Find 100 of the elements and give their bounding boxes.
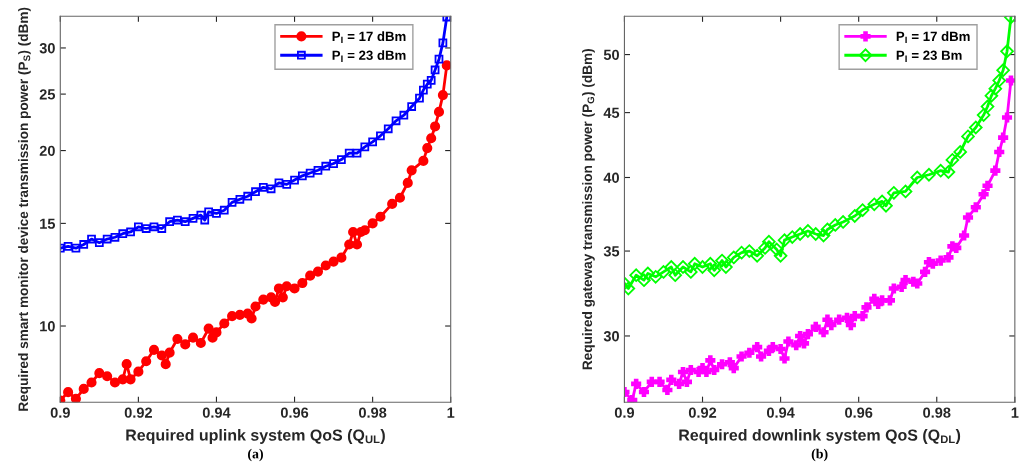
x-tick-label: 0.98 [923,407,951,418]
point [165,217,174,227]
point [134,222,143,232]
point [879,198,893,213]
point [750,248,764,263]
point [1000,44,1014,59]
point [816,228,831,243]
point [399,110,409,120]
x-tick-label: 0.92 [124,407,152,418]
point [110,232,120,242]
point [290,175,299,185]
y-tick-label: 15 [40,218,56,229]
y-tick-label: 10 [40,321,55,332]
y-tick-label: 20 [39,145,55,157]
point [820,222,835,237]
point [773,248,788,263]
point [648,270,663,284]
point [313,165,323,175]
y-tick-label: 45 [603,107,620,119]
point [266,184,276,194]
point [707,263,722,278]
x-axis-title: Required downlink system QoS (Q$_{DL}$) [679,429,961,444]
point [352,148,362,158]
point [953,145,967,159]
point [980,99,995,114]
point [664,260,679,274]
point [637,273,651,287]
point [63,241,73,251]
point [376,131,385,141]
point [836,215,850,229]
point [383,124,393,134]
point [212,209,221,218]
point [641,266,655,281]
y-tick-label: 40 [603,172,619,183]
point [668,268,682,282]
x-axis-title: Required uplink system QoS (Q$_{UL}$) [126,429,385,444]
point [157,224,167,233]
x-tick-label: 0.92 [688,407,717,418]
point [875,194,889,209]
point [808,227,823,241]
point [434,54,444,64]
point [235,194,245,204]
point [922,167,936,182]
point [777,233,792,247]
point [337,155,346,164]
point [742,244,757,258]
y-tick-label: 30 [39,43,55,54]
point [715,253,729,268]
point [719,260,733,274]
point [734,245,749,260]
point [251,187,260,197]
point [847,209,862,223]
x-tick-label: 0.9 [614,407,635,418]
point [996,63,1010,78]
legend-label: P$_{I}$ = 23 Bm [896,50,962,62]
point [769,242,784,257]
point [415,93,424,103]
point [793,227,807,241]
point [149,222,159,232]
point [71,243,81,253]
point [758,241,772,255]
point [329,159,338,168]
point [180,217,190,227]
y-tick-label: 30 [603,331,619,342]
point [762,234,776,249]
point [898,184,913,199]
text: (a) [248,448,263,462]
point [297,171,307,181]
point [173,215,182,225]
y-tick-label: 25 [39,89,56,100]
point [976,108,991,122]
point [305,168,315,178]
point [430,65,440,75]
legend-label: P$_{I}$ = 23 dBm [332,50,406,62]
point [102,234,112,244]
point [867,197,882,212]
point [629,268,643,282]
x-tick-label: 0.96 [845,407,873,418]
point [676,260,690,274]
text: (b) [811,448,828,462]
point [969,120,983,135]
point [687,256,702,271]
x-tick-label: 0.94 [766,407,795,418]
point [227,197,237,207]
point [126,227,135,237]
point [360,142,370,152]
point [785,230,800,244]
point [988,81,1003,96]
point [407,102,417,111]
point [141,224,151,233]
point [391,116,401,126]
x-tick-label: 1 [1011,407,1019,418]
y-axis-title: Required smart monitor device transmission power (P$_{S}$) (dBm) [18,7,31,411]
point [321,161,331,171]
point [910,170,925,185]
x-tick-label: 0.94 [202,407,231,418]
point [196,210,206,220]
point [282,179,292,189]
point [887,186,901,200]
point [438,38,448,48]
